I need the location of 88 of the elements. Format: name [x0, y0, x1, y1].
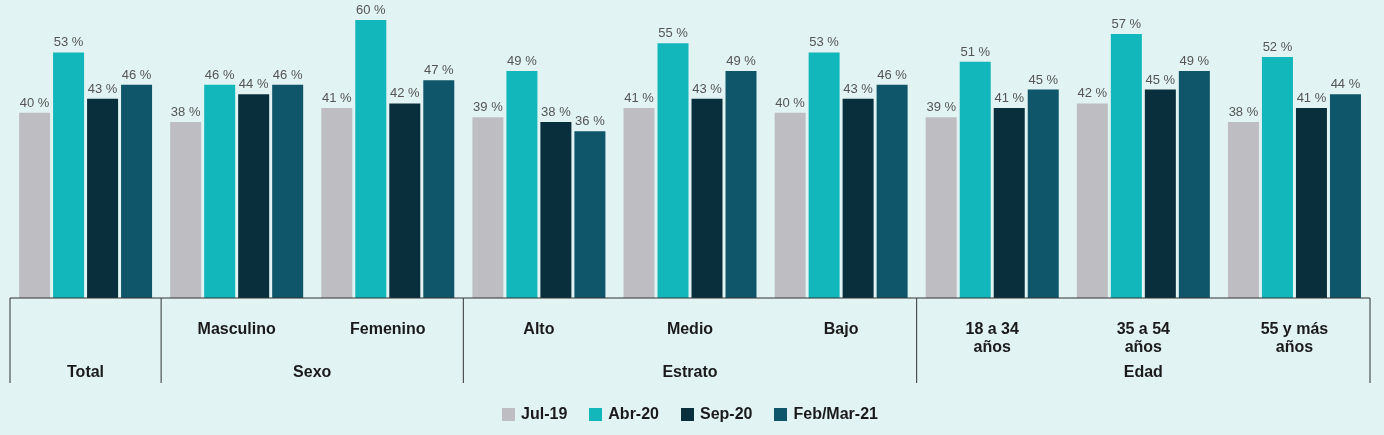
data-label: 38 % [541, 103, 572, 119]
data-label: 51 % [960, 43, 991, 59]
bar [725, 70, 757, 298]
text: Total [67, 363, 105, 380]
bar [472, 117, 504, 298]
legend-label: Feb/Mar-21 [792, 405, 878, 423]
data-label: 39 % [926, 99, 957, 115]
data-label: 44 % [238, 76, 269, 92]
data-label: 38 % [1228, 103, 1259, 119]
legend-label: Sep-20 [699, 405, 753, 423]
data-label: 45 % [1028, 71, 1059, 87]
x-tick-label: 55 y más años [1260, 320, 1329, 355]
bar [423, 80, 455, 298]
bar [574, 131, 606, 298]
bar [993, 108, 1025, 298]
x-tick-label: 18 a 34 años [965, 320, 1020, 355]
data-label: 44 % [1330, 76, 1361, 92]
text: Estrato [662, 363, 718, 380]
data-label: 42 % [389, 85, 421, 101]
x-tick-label: 35 a 54 años [1116, 320, 1171, 355]
bar [87, 98, 119, 298]
bar [53, 52, 85, 298]
bar [506, 70, 538, 298]
data-label: 42 % [1077, 85, 1108, 101]
data-label: 46 % [121, 66, 152, 82]
bar [808, 52, 840, 298]
data-label: 55 % [658, 25, 689, 41]
bar [1261, 57, 1293, 298]
data-label: 49 % [726, 52, 757, 68]
bar [19, 112, 51, 298]
data-label: 43 % [843, 80, 874, 96]
bar [691, 98, 723, 298]
data-label: 60 % [355, 2, 387, 17]
data-label: 46 % [204, 66, 235, 82]
bar [842, 98, 874, 298]
data-label: 41 % [321, 90, 353, 106]
bar [1110, 33, 1142, 298]
data-label: 43 % [87, 80, 118, 96]
bar [204, 84, 236, 298]
data-label: 40 % [775, 94, 806, 110]
x-tick-label: Alto [523, 320, 555, 337]
legend-label: Jul-19 [520, 405, 568, 423]
data-label: 49 % [1179, 52, 1210, 68]
bar [238, 94, 270, 298]
x-tick-label: Medio [666, 320, 714, 337]
data-label: 43 % [692, 80, 723, 96]
bar [121, 84, 153, 298]
legend-label: Abr-20 [607, 405, 659, 423]
bar [774, 112, 806, 298]
data-label: 41 % [624, 90, 655, 106]
bar [623, 108, 655, 298]
bar [876, 84, 908, 298]
data-label: 53 % [53, 34, 84, 50]
bar [1144, 89, 1176, 298]
bar [1027, 89, 1059, 298]
bar [1295, 108, 1327, 298]
data-label: 40 % [19, 94, 50, 110]
data-label: 41 % [994, 90, 1025, 106]
bar [925, 117, 957, 298]
data-label: 39 % [473, 99, 504, 115]
data-label: 52 % [1262, 39, 1293, 55]
data-label: 41 % [1296, 90, 1327, 106]
bar [389, 103, 421, 298]
bar [1227, 121, 1259, 298]
bar [355, 20, 387, 298]
bar [959, 61, 991, 298]
data-label: 36 % [575, 113, 606, 129]
x-tick-label: Bajo [823, 320, 859, 337]
text: Sexo [293, 363, 332, 380]
data-label: 57 % [1111, 15, 1142, 31]
bar [1076, 103, 1108, 298]
data-label: 46 % [272, 66, 303, 82]
data-label: 38 % [170, 103, 201, 119]
bar [321, 108, 353, 298]
x-tick-label: Femenino [350, 320, 426, 337]
bar [272, 84, 304, 298]
data-label: 53 % [809, 34, 840, 50]
data-label: 47 % [423, 62, 455, 78]
bar [657, 43, 689, 298]
bar [170, 121, 202, 298]
text: Edad [1123, 363, 1163, 380]
bar [1329, 94, 1361, 298]
x-tick-label: Masculino [197, 320, 277, 337]
bar [1178, 70, 1210, 298]
data-label: 45 % [1145, 71, 1176, 87]
data-label: 49 % [507, 52, 538, 68]
data-label: 46 % [877, 66, 908, 82]
bar [540, 121, 572, 298]
